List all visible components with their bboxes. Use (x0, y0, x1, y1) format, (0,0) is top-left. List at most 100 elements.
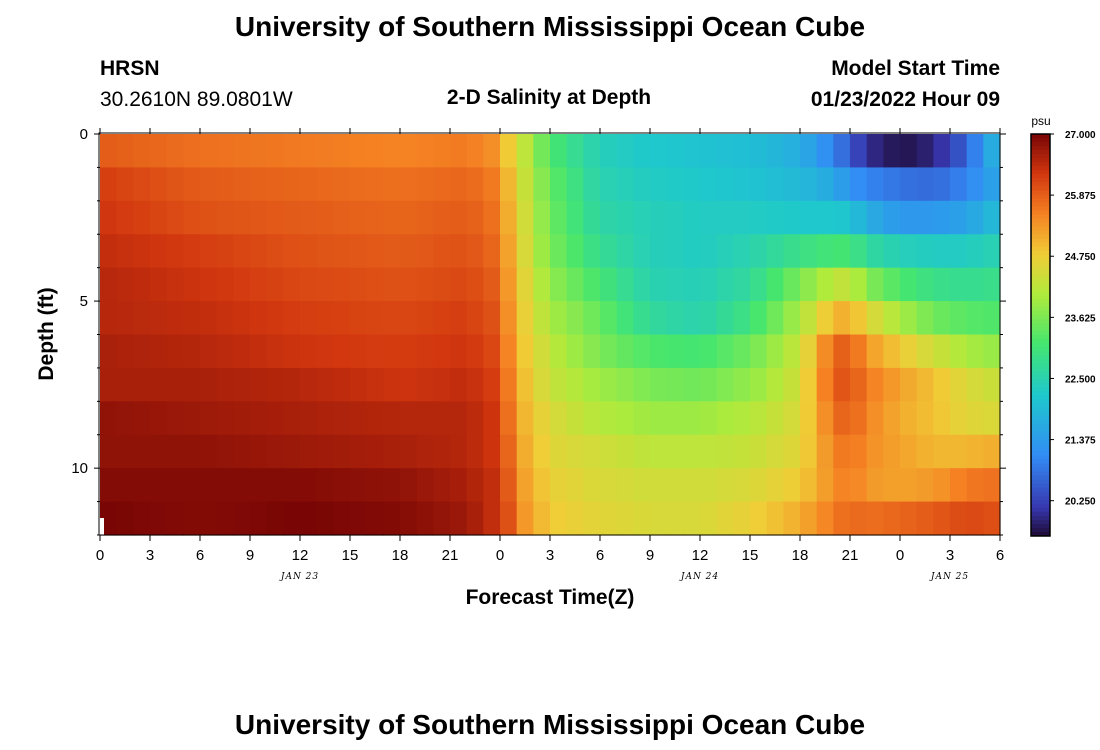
colorbar-swatch (1031, 455, 1050, 461)
heatmap-cell (750, 167, 768, 202)
heatmap-cell (400, 167, 418, 202)
heatmap-cell (716, 267, 734, 302)
colorbar-swatch (1031, 322, 1050, 328)
colorbar-swatch (1031, 495, 1050, 501)
x-tick-label: 9 (646, 547, 654, 564)
heatmap-cell (233, 367, 251, 402)
heatmap-cell (850, 301, 868, 336)
heatmap-cell (850, 234, 868, 269)
heatmap-cell (466, 468, 484, 503)
heatmap-cell (933, 367, 951, 402)
heatmap-cell (616, 234, 634, 269)
heatmap-cell (150, 367, 168, 402)
heatmap-cell (716, 501, 734, 536)
heatmap-cell (950, 334, 968, 369)
heatmap-cell (600, 234, 618, 269)
heatmap-cell (300, 200, 318, 235)
heatmap-cell (300, 234, 318, 269)
heatmap-cell (933, 134, 951, 169)
figure-title: University of Southern Mississippi Ocean… (235, 11, 865, 42)
colorbar-swatch (1031, 182, 1050, 187)
heatmap-cell (766, 367, 784, 402)
heatmap-cell (600, 200, 618, 235)
heatmap-cell (733, 401, 751, 436)
heatmap-cell (800, 468, 818, 503)
heatmap-cell (816, 367, 834, 402)
heatmap-cell (333, 334, 351, 369)
colorbar-swatch (1031, 483, 1050, 489)
heatmap-cell (700, 468, 718, 503)
heatmap-cell (616, 200, 634, 235)
heatmap-cell (100, 434, 118, 469)
heatmap-cell (100, 234, 118, 269)
heatmap-cell (583, 200, 601, 235)
heatmap-cell (516, 468, 534, 503)
heatmap-cell (750, 334, 768, 369)
heatmap-cell (733, 367, 751, 402)
heatmap-cell (550, 167, 568, 202)
heatmap-cell (516, 434, 534, 469)
heatmap-cell (250, 167, 268, 202)
heatmap-cell (166, 334, 184, 369)
colorbar-swatch (1031, 218, 1050, 223)
heatmap-cell (466, 167, 484, 202)
heatmap-cell (733, 301, 751, 336)
colorbar-swatch (1031, 511, 1050, 517)
heatmap-cell (266, 167, 284, 202)
heatmap-cell (683, 301, 701, 336)
heatmap-cell (366, 134, 384, 169)
heatmap-cell (566, 267, 584, 302)
salinity-heatmap (100, 134, 1001, 536)
heatmap-cell (700, 301, 718, 336)
heatmap-cell (666, 334, 684, 369)
heatmap-cell (716, 234, 734, 269)
heatmap-cell (500, 434, 518, 469)
heatmap-cell (200, 267, 218, 302)
heatmap-cell (233, 301, 251, 336)
heatmap-cell (983, 501, 1001, 536)
heatmap-cell (633, 468, 651, 503)
heatmap-cell (850, 167, 868, 202)
heatmap-cell (133, 468, 151, 503)
heatmap-cell (350, 401, 368, 436)
heatmap-cell (700, 234, 718, 269)
heatmap-cell (916, 367, 934, 402)
heatmap-cell (266, 367, 284, 402)
heatmap-cell (883, 301, 901, 336)
heatmap-cell (516, 234, 534, 269)
heatmap-cell (833, 434, 851, 469)
heatmap-cell (866, 434, 884, 469)
heatmap-cell (350, 501, 368, 536)
heatmap-cell (400, 200, 418, 235)
heatmap-cell (700, 200, 718, 235)
heatmap-cell (400, 468, 418, 503)
heatmap-cell (150, 501, 168, 536)
heatmap-cell (250, 134, 268, 169)
colorbar-swatch (1031, 467, 1050, 473)
colorbar-tick-label: 23.625 (1065, 313, 1096, 324)
heatmap-cell (350, 267, 368, 302)
heatmap-cell (883, 334, 901, 369)
heatmap-cell (566, 134, 584, 169)
heatmap-cell (150, 301, 168, 336)
heatmap-cell (883, 134, 901, 169)
heatmap-cell (783, 200, 801, 235)
heatmap-cell (366, 501, 384, 536)
heatmap-cell (816, 501, 834, 536)
heatmap-cell (316, 200, 334, 235)
heatmap-cell (950, 134, 968, 169)
heatmap-cell (983, 434, 1001, 469)
colorbar-swatch (1031, 318, 1050, 324)
heatmap-cell (916, 267, 934, 302)
heatmap-cell (216, 234, 234, 269)
heatmap-cell (233, 167, 251, 202)
colorbar-swatch (1031, 162, 1050, 167)
heatmap-cell (866, 200, 884, 235)
heatmap-cell (533, 301, 551, 336)
heatmap-cell (516, 401, 534, 436)
colorbar-swatch (1031, 351, 1050, 356)
heatmap-cell (416, 401, 434, 436)
heatmap-cell (383, 134, 401, 169)
heatmap-cell (933, 468, 951, 503)
heatmap-cell (916, 501, 934, 536)
